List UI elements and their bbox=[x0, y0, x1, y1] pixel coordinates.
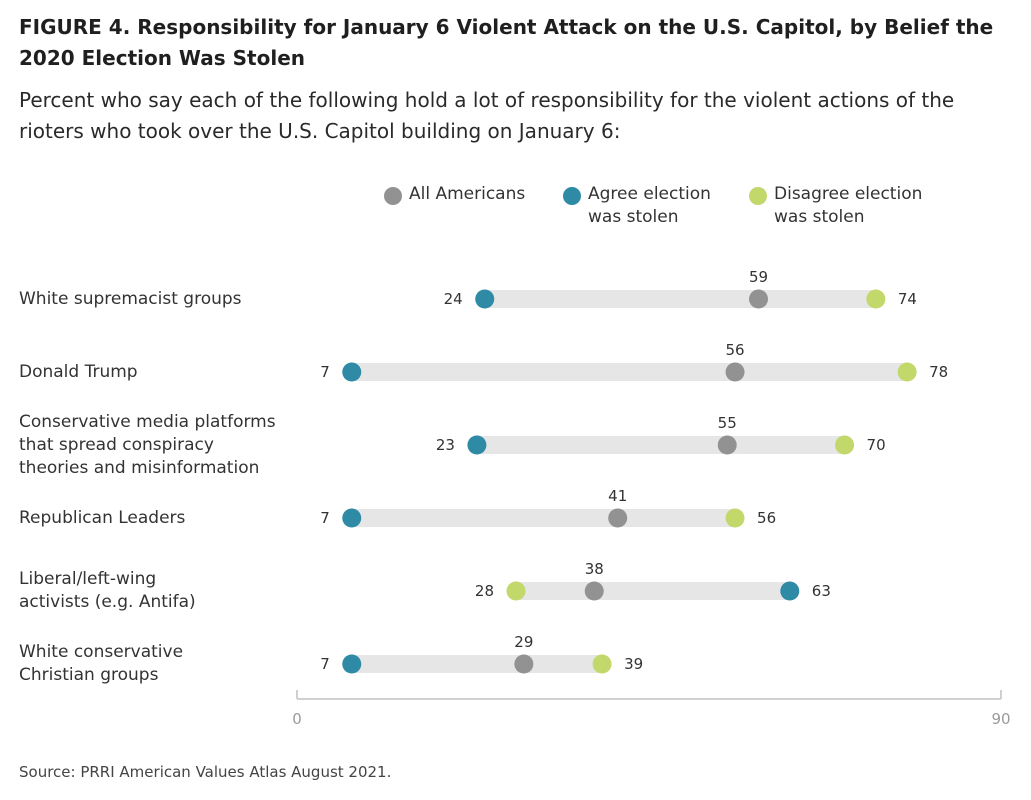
row-label-line: Donald Trump bbox=[19, 361, 138, 382]
range-track bbox=[476, 436, 845, 454]
value-label-agree: 7 bbox=[320, 655, 330, 673]
value-label-agree: 7 bbox=[320, 509, 330, 527]
value-label-all: 56 bbox=[725, 341, 744, 359]
value-label-disagree: 39 bbox=[624, 655, 643, 673]
row-label: Liberal/left-wing activists (e.g. Antifa) bbox=[19, 568, 279, 614]
legend-label-agree-line1: Agree election bbox=[588, 184, 711, 204]
legend-dot-disagree bbox=[749, 187, 767, 205]
dot-agree bbox=[467, 435, 487, 455]
row-label-line: activists (e.g. Antifa) bbox=[19, 592, 196, 612]
row-label-line: Christian groups bbox=[19, 665, 159, 685]
dot-agree bbox=[780, 581, 800, 601]
row-label: Conservative media platforms that spread … bbox=[19, 411, 279, 480]
row-label-line: Liberal/left-wing bbox=[19, 569, 157, 589]
legend: All Americans Agree election was stolen … bbox=[0, 183, 1031, 233]
dot-all bbox=[749, 289, 769, 309]
row-label: Donald Trump bbox=[19, 361, 279, 384]
dot-all bbox=[584, 581, 604, 601]
chart-subtitle: Percent who say each of the following ho… bbox=[19, 88, 955, 143]
dot-disagree bbox=[592, 654, 612, 674]
legend-label-disagree-line1: Disagree election bbox=[774, 184, 923, 204]
row-label: White supremacist groups bbox=[19, 288, 279, 311]
range-track bbox=[484, 290, 876, 308]
dot-disagree bbox=[897, 362, 917, 382]
row-label-line: White conservative bbox=[19, 642, 184, 662]
legend-label-disagree: Disagree election was stolen bbox=[774, 183, 922, 229]
row-label-line: Republican Leaders bbox=[19, 507, 186, 528]
legend-dot-agree bbox=[563, 187, 581, 205]
dot-all bbox=[725, 362, 745, 382]
legend-label-all: All Americans bbox=[409, 184, 526, 204]
legend-label-agree: Agree election was stolen bbox=[588, 183, 711, 229]
dot-agree bbox=[342, 508, 362, 528]
row-label: White conservative Christian groups bbox=[19, 641, 279, 687]
value-label-all: 59 bbox=[749, 268, 768, 286]
value-label-all: 55 bbox=[718, 414, 737, 432]
value-label-all: 29 bbox=[514, 633, 533, 651]
dot-agree bbox=[342, 362, 362, 382]
x-tick-label-0: 0 bbox=[292, 710, 302, 728]
value-label-all: 38 bbox=[585, 560, 604, 578]
value-label-disagree: 74 bbox=[898, 290, 917, 308]
row-label-line: that spread conspiracy bbox=[19, 434, 214, 455]
range-track bbox=[516, 582, 790, 600]
value-label-disagree: 78 bbox=[929, 363, 948, 381]
value-label-disagree: 70 bbox=[867, 436, 886, 454]
dot-disagree bbox=[866, 289, 886, 309]
value-label-agree: 24 bbox=[444, 290, 463, 308]
value-label-disagree: 28 bbox=[475, 582, 494, 600]
row-label-line: theories and misinformation bbox=[19, 457, 260, 478]
value-label-all: 41 bbox=[608, 487, 627, 505]
value-label-agree: 7 bbox=[320, 363, 330, 381]
legend-label-disagree-line2: was stolen bbox=[774, 207, 865, 227]
chart-title: FIGURE 4. Responsibility for January 6 V… bbox=[19, 15, 994, 70]
dot-all bbox=[514, 654, 534, 674]
legend-label-agree-line2: was stolen bbox=[588, 207, 679, 227]
x-tick-label-90: 90 bbox=[991, 710, 1010, 728]
dot-agree bbox=[475, 289, 495, 309]
legend-dot-all bbox=[384, 187, 402, 205]
source-note: Source: PRRI American Values Atlas Augus… bbox=[19, 763, 392, 781]
row-label-line: Conservative media platforms bbox=[19, 411, 276, 432]
range-track bbox=[351, 655, 603, 673]
value-label-agree: 23 bbox=[436, 436, 455, 454]
dot-all bbox=[608, 508, 628, 528]
value-label-agree: 63 bbox=[812, 582, 831, 600]
dot-disagree bbox=[506, 581, 526, 601]
row-label-line: White supremacist groups bbox=[19, 288, 242, 309]
range-track bbox=[351, 509, 736, 527]
range-track bbox=[351, 363, 908, 381]
dot-disagree bbox=[835, 435, 855, 455]
dot-all bbox=[717, 435, 737, 455]
row-label: Republican Leaders bbox=[19, 507, 279, 530]
dot-disagree bbox=[725, 508, 745, 528]
value-label-disagree: 56 bbox=[757, 509, 776, 527]
dot-agree bbox=[342, 654, 362, 674]
